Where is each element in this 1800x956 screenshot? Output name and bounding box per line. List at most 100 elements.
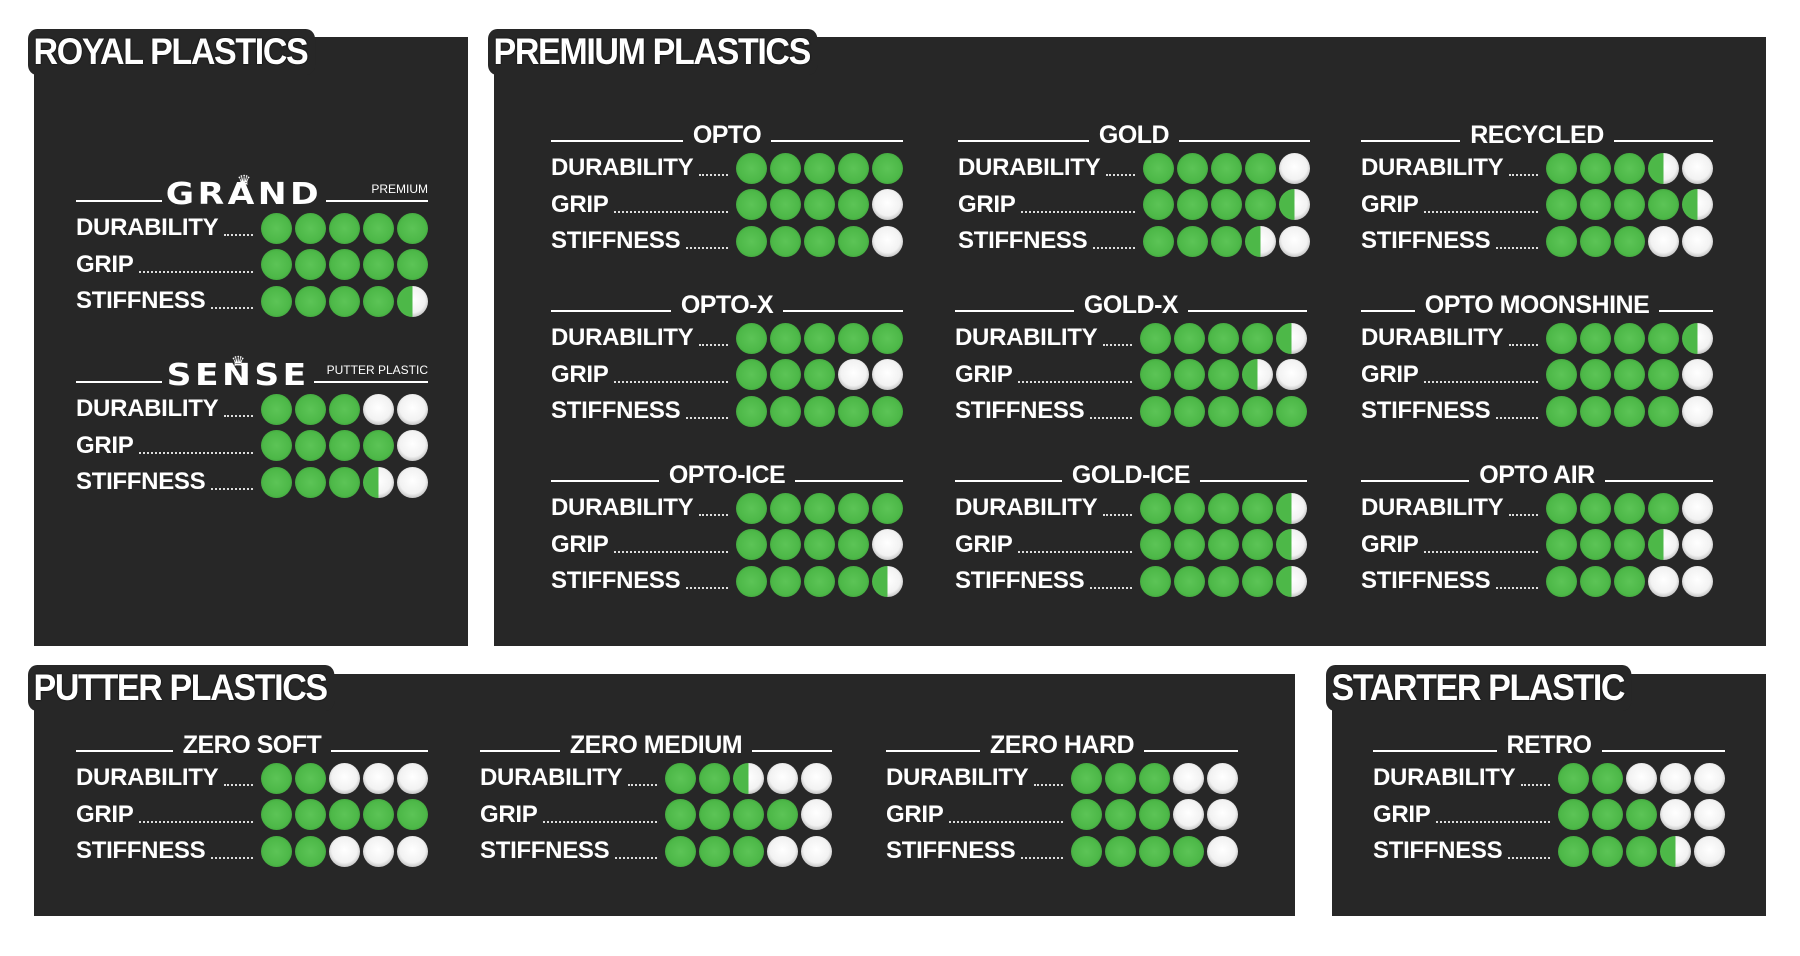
- rating-dot-filled: [1614, 529, 1645, 561]
- stat-row: GRIP: [955, 527, 1307, 564]
- rating-dot-filled: [1580, 189, 1611, 221]
- rating-dot-filled: [1211, 152, 1242, 184]
- stat-row: STIFFNESS: [1373, 833, 1725, 870]
- rating-dot-filled: [1546, 359, 1577, 391]
- rating-dot-filled: [261, 762, 292, 794]
- rating-dots: [261, 835, 428, 867]
- rating-dot-filled: [295, 212, 326, 244]
- rating-dot-filled: [261, 466, 292, 498]
- rating-dot-filled: [397, 212, 428, 244]
- rating-dot-filled: [261, 249, 292, 281]
- disc-block: OPTO-ICE DURABILITY GRIP STIFFNESS: [551, 450, 904, 600]
- rating-dot-empty: [363, 393, 394, 425]
- disc-header: RETRO: [1373, 720, 1725, 760]
- rating-dots: [1140, 529, 1307, 561]
- dotted-leader: [1496, 573, 1538, 590]
- stat-label: GRIP: [76, 431, 134, 459]
- rating-dot-filled: [1546, 529, 1577, 561]
- dotted-leader: [139, 438, 253, 454]
- rating-dot-filled: [261, 835, 292, 867]
- dotted-leader: [1021, 197, 1135, 213]
- rating-dot-half: [1648, 529, 1679, 561]
- rating-dots: [261, 393, 428, 425]
- header-rule: PUTTER PLASTIC: [314, 363, 428, 383]
- stat-row: STIFFNESS: [76, 464, 428, 501]
- rating-dot-filled: [736, 225, 767, 257]
- rating-dots: [261, 430, 428, 462]
- dotted-leader: [1093, 233, 1135, 250]
- rating-dots: [736, 359, 903, 391]
- rating-dot-filled: [329, 393, 360, 425]
- dotted-leader: [1521, 770, 1550, 787]
- disc-name: OPTO MOONSHINE: [1424, 291, 1650, 319]
- header-rule: [1179, 140, 1310, 142]
- rating-dot-half: [363, 466, 394, 498]
- stat-row: GRIP: [955, 357, 1307, 394]
- disc-block: ZERO HARD DURABILITY GRIP STIFFNESS: [886, 720, 1239, 870]
- rating-dot-filled: [1580, 565, 1611, 597]
- stat-label: STIFFNESS: [76, 837, 206, 865]
- rating-dot-filled: [1558, 762, 1589, 794]
- disc-name: OPTO-X: [680, 291, 774, 319]
- rating-dot-filled: [363, 249, 394, 281]
- rating-dot-filled: [838, 152, 869, 184]
- rating-dot-filled: [736, 492, 767, 524]
- rating-dot-empty: [1694, 835, 1725, 867]
- dotted-leader: [1103, 330, 1132, 347]
- stat-label: DURABILITY: [551, 494, 694, 522]
- stat-label: GRIP: [551, 530, 609, 558]
- stat-label: STIFFNESS: [1373, 837, 1503, 865]
- rating-dot-filled: [1648, 359, 1679, 391]
- rating-dots: [736, 152, 903, 184]
- stat-row: GRIP: [1361, 357, 1713, 394]
- section-panel: [34, 674, 1295, 916]
- stat-label: DURABILITY: [480, 764, 623, 792]
- rating-dot-empty: [1207, 762, 1238, 794]
- stat-row: GRIP: [76, 247, 428, 284]
- rating-dot-filled: [804, 322, 835, 354]
- rating-dot-filled: [1245, 152, 1276, 184]
- stat-row: GRIP: [1361, 187, 1713, 224]
- dotted-leader: [1496, 403, 1538, 420]
- rating-dot-filled: [295, 762, 326, 794]
- rating-dot-filled: [1177, 225, 1208, 257]
- stat-row: DURABILITY: [1361, 320, 1713, 357]
- disc-header: OPTO-ICE: [551, 450, 904, 490]
- rating-dot-filled: [1208, 395, 1239, 427]
- rating-dot-empty: [1279, 225, 1310, 257]
- rating-dot-empty: [1660, 799, 1691, 831]
- rating-dot-filled: [1139, 762, 1170, 794]
- rating-dot-filled: [665, 835, 696, 867]
- rating-dot-empty: [1682, 152, 1713, 184]
- rating-dot-filled: [1071, 799, 1102, 831]
- stat-label: STIFFNESS: [1361, 397, 1491, 425]
- stat-label: STIFFNESS: [955, 397, 1085, 425]
- stat-row: GRIP: [551, 527, 903, 564]
- rating-dot-filled: [1614, 225, 1645, 257]
- rating-dot-filled: [736, 565, 767, 597]
- rating-dot-filled: [1208, 322, 1239, 354]
- rating-dot-filled: [665, 799, 696, 831]
- rating-dot-filled: [1546, 565, 1577, 597]
- rating-dot-half: [1682, 322, 1713, 354]
- rating-dots: [1558, 835, 1725, 867]
- rating-dot-filled: [329, 799, 360, 831]
- header-rule: [958, 140, 1089, 142]
- dotted-leader: [614, 537, 728, 553]
- header-rule: [1144, 750, 1239, 752]
- dotted-leader: [1496, 233, 1538, 250]
- stat-label: DURABILITY: [76, 214, 219, 242]
- rating-dot-filled: [1546, 189, 1577, 221]
- rating-dots: [1071, 799, 1238, 831]
- rating-dot-filled: [397, 249, 428, 281]
- stat-row: DURABILITY: [1373, 760, 1725, 797]
- header-rule: PREMIUM: [325, 182, 428, 202]
- crown-icon: ♛: [230, 354, 246, 370]
- stat-row: STIFFNESS: [551, 563, 903, 600]
- stat-row: STIFFNESS: [1361, 563, 1713, 600]
- stat-row: GRIP: [480, 797, 832, 834]
- stat-row: DURABILITY: [551, 490, 903, 527]
- rating-dot-filled: [1242, 322, 1273, 354]
- disc-header: OPTO MOONSHINE: [1361, 280, 1714, 320]
- rating-dot-empty: [329, 835, 360, 867]
